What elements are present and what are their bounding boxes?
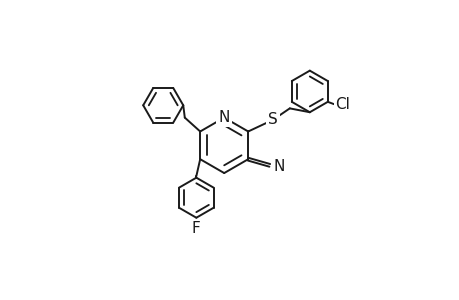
Text: N: N [218, 110, 230, 125]
Text: F: F [191, 221, 200, 236]
Text: N: N [273, 159, 285, 174]
Text: S: S [268, 112, 277, 128]
Text: Cl: Cl [335, 97, 350, 112]
